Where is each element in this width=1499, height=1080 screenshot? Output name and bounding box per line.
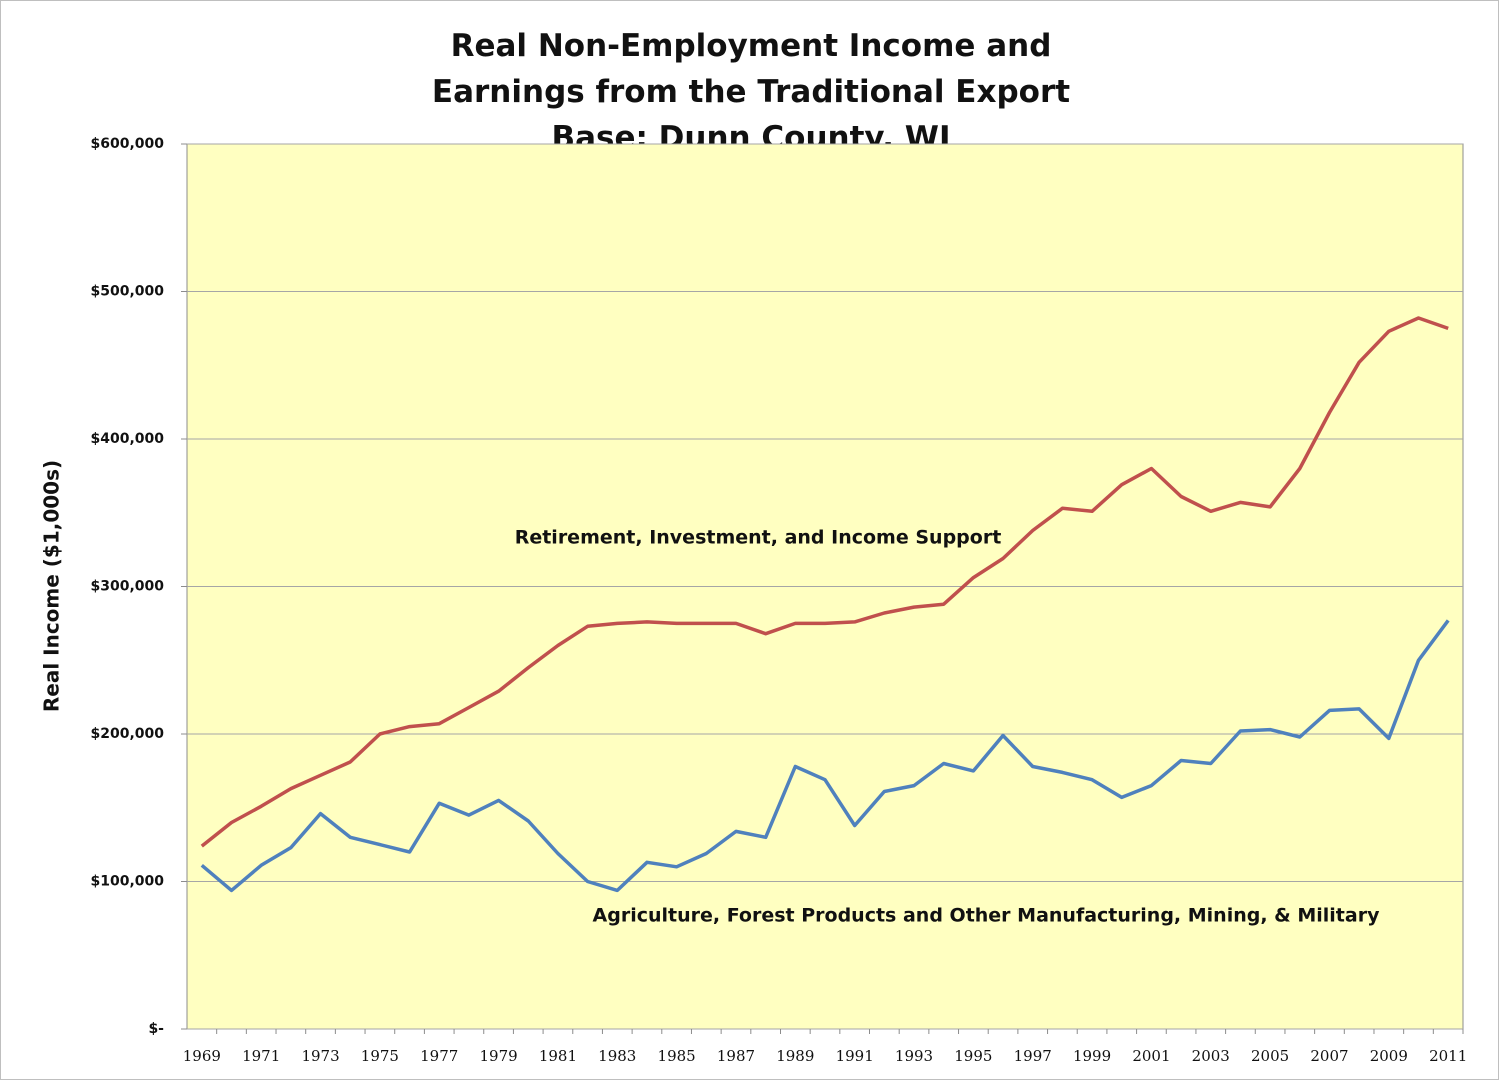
x-tick-label: 2005 xyxy=(1251,1047,1289,1065)
y-tick-label: $200,000 xyxy=(90,726,164,742)
x-tick-label: 1991 xyxy=(836,1047,874,1065)
x-tick-label: 1977 xyxy=(420,1047,458,1065)
x-tick-label: 2007 xyxy=(1310,1047,1348,1065)
x-tick-label: 1989 xyxy=(776,1047,814,1065)
y-axis-label: Real Income ($1,000s) xyxy=(40,460,64,712)
y-tick-label: $100,000 xyxy=(90,874,164,890)
x-tick-label: 1983 xyxy=(598,1047,636,1065)
y-tick-label: $400,000 xyxy=(90,431,164,447)
x-tick-label: 1981 xyxy=(539,1047,577,1065)
x-tick-label: 2001 xyxy=(1132,1047,1170,1065)
x-tick-label: 1969 xyxy=(183,1047,221,1065)
x-tick-label: 2009 xyxy=(1370,1047,1408,1065)
chart-title: Real Non-Employment Income and Earnings … xyxy=(431,28,1071,156)
x-tick-label: 1985 xyxy=(658,1047,696,1065)
x-tick-label: 1999 xyxy=(1073,1047,1111,1065)
series-label: Retirement, Investment, and Income Suppo… xyxy=(515,527,1002,549)
series-label: Agriculture, Forest Products and Other M… xyxy=(593,905,1381,927)
x-tick-label: 1973 xyxy=(301,1047,339,1065)
x-tick-label: 2011 xyxy=(1429,1047,1467,1065)
series-line xyxy=(200,619,1450,893)
y-tick-label: $300,000 xyxy=(90,579,164,595)
y-tick-label: $500,000 xyxy=(90,284,164,300)
x-tick-label: 1975 xyxy=(361,1047,399,1065)
x-tick-label: 1993 xyxy=(895,1047,933,1065)
x-tick-label: 1971 xyxy=(242,1047,280,1065)
x-tick-label: 1995 xyxy=(954,1047,992,1065)
series-line xyxy=(200,316,1449,848)
y-tick-label: $- xyxy=(148,1021,164,1037)
x-tick-label: 1997 xyxy=(1014,1047,1052,1065)
x-tick-label: 1979 xyxy=(479,1047,517,1065)
x-tick-label: 2003 xyxy=(1192,1047,1230,1065)
x-tick-label: 1987 xyxy=(717,1047,755,1065)
y-tick-label: $600,000 xyxy=(90,136,164,152)
